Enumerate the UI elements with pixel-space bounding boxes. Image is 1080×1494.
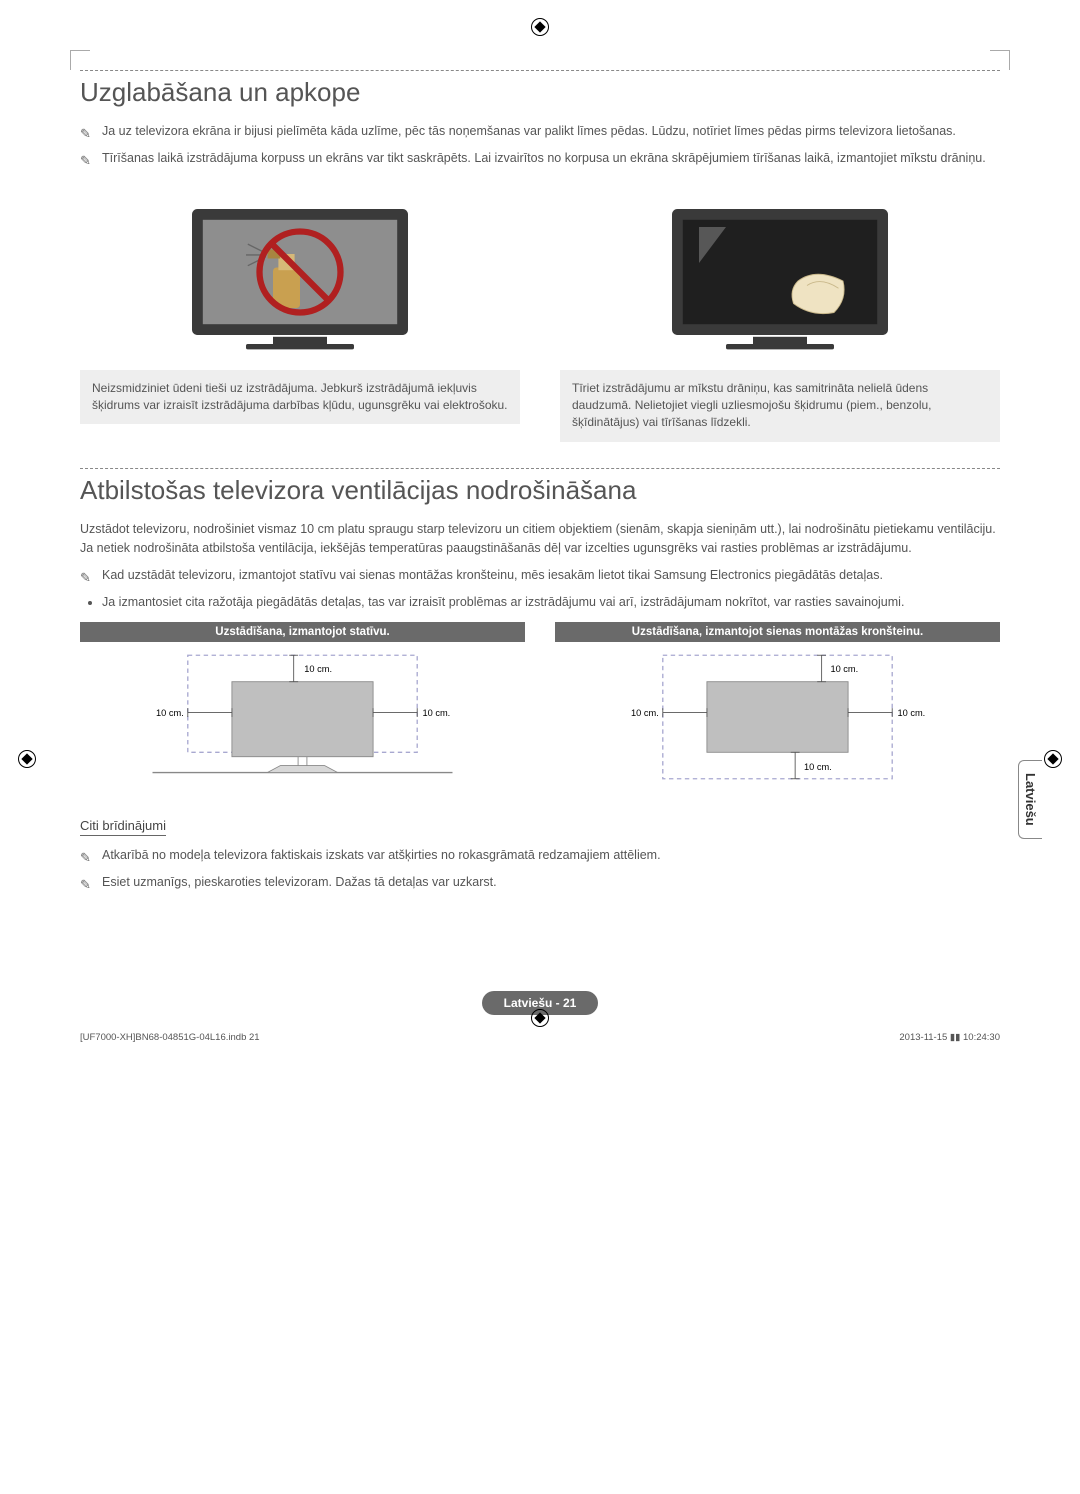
section-separator [80,70,1000,71]
note-item: ✎ Atkarībā no modeļa televizora faktiska… [80,846,1000,865]
tv-cloth-illustration [560,182,1000,362]
note-text: Atkarībā no modeļa televizora faktiskais… [102,848,661,862]
crop-corner-tr [990,50,1010,70]
sub-heading-wrap: Citi brīdinājumi [80,792,1000,846]
section2-intro: Uzstādot televizoru, nodrošiniet vismaz … [80,520,1000,559]
language-tab: Latviešu [1018,760,1042,839]
wall-diagram: 10 cm. 10 cm. 10 cm. 10 cm. [555,642,1000,792]
note-item: ✎ Tīrīšanas laikā izstrādājuma korpuss u… [80,149,1000,168]
section2-bullets: Ja izmantosiet cita ražotāja piegādātās … [80,593,1000,612]
svg-text:10 cm.: 10 cm. [631,708,659,718]
svg-text:10 cm.: 10 cm. [804,762,832,772]
note-text: Kad uzstādāt televizoru, izmantojot stat… [102,568,883,582]
crop-corner-tl [70,50,90,70]
section1-notes: ✎ Ja uz televizora ekrāna ir bijusi piel… [80,122,1000,168]
illus-col-left: Neizsmidziniet ūdeni tieši uz izstrādāju… [80,182,520,442]
note-item: ✎ Ja uz televizora ekrāna ir bijusi piel… [80,122,1000,141]
stand-diagram: 10 cm. 10 cm. 10 cm. [80,642,525,792]
bullet-item: Ja izmantosiet cita ražotāja piegādātās … [102,593,1000,612]
note-text: Tīrīšanas laikā izstrādājuma korpuss un … [102,151,986,165]
section-separator [80,468,1000,469]
install-stand: Uzstādīšana, izmantojot statīvu. [80,622,525,792]
pen-icon: ✎ [80,568,91,588]
caption-left: Neizsmidziniet ūdeni tieši uz izstrādāju… [80,370,520,425]
section1-title: Uzglabāšana un apkope [80,77,1000,108]
note-text: Esiet uzmanīgs, pieskaroties televizoram… [102,875,497,889]
pen-icon: ✎ [80,848,91,868]
other-warnings-heading: Citi brīdinājumi [80,818,166,836]
doc-meta-right: 2013-11-15 ▮▮ 10:24:30 [899,1032,1000,1043]
svg-text:10 cm.: 10 cm. [156,708,184,718]
crop-mark-bottom [531,1009,549,1027]
pen-icon: ✎ [80,875,91,895]
pen-icon: ✎ [80,151,91,171]
svg-text:10 cm.: 10 cm. [304,664,332,674]
svg-text:10 cm.: 10 cm. [423,708,451,718]
note-item: ✎ Kad uzstādāt televizoru, izmantojot st… [80,566,1000,585]
pen-icon: ✎ [80,124,91,144]
note-item: ✎ Esiet uzmanīgs, pieskaroties televizor… [80,873,1000,892]
install-diagrams: Uzstādīšana, izmantojot statīvu. [80,622,1000,792]
doc-meta: [UF7000-XH]BN68-04851G-04L16.indb 21 201… [80,1032,1000,1043]
svg-text:10 cm.: 10 cm. [898,708,926,718]
illus-col-right: Tīriet izstrādājumu ar mīkstu drāniņu, k… [560,182,1000,442]
install-wall-header: Uzstādīšana, izmantojot sienas montāžas … [555,622,1000,642]
install-wall: Uzstādīšana, izmantojot sienas montāžas … [555,622,1000,792]
other-warnings-list: ✎ Atkarībā no modeļa televizora faktiska… [80,846,1000,892]
note-text: Ja uz televizora ekrāna ir bijusi pielīm… [102,124,956,138]
section2-pen-notes: ✎ Kad uzstādāt televizoru, izmantojot st… [80,566,1000,585]
tv-spray-illustration [80,182,520,362]
svg-text:10 cm.: 10 cm. [830,664,858,674]
section2-title: Atbilstošas televizora ventilācijas nodr… [80,475,1000,506]
install-stand-header: Uzstādīšana, izmantojot statīvu. [80,622,525,642]
illustration-row: Neizsmidziniet ūdeni tieši uz izstrādāju… [80,182,1000,442]
page-content: Uzglabāšana un apkope ✎ Ja uz televizora… [0,0,1080,1055]
doc-meta-left: [UF7000-XH]BN68-04851G-04L16.indb 21 [80,1032,260,1043]
caption-right: Tīriet izstrādājumu ar mīkstu drāniņu, k… [560,370,1000,442]
